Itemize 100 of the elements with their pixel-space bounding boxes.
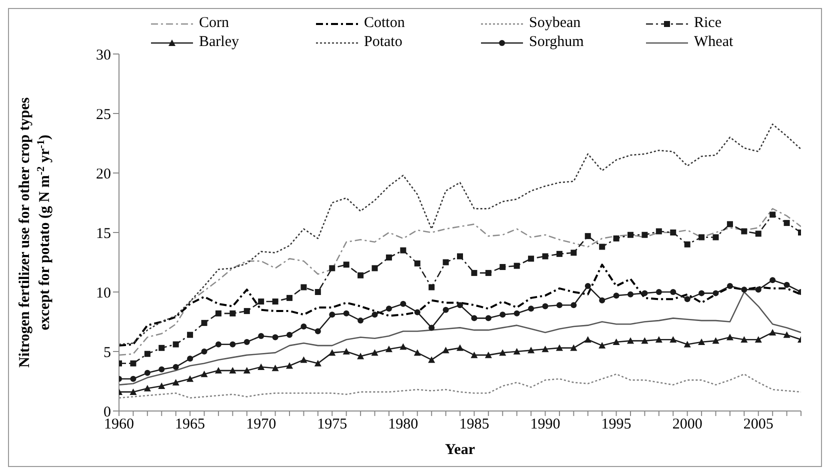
point <box>528 256 534 262</box>
x-tick-label: 1960 <box>104 416 134 433</box>
point <box>200 370 208 378</box>
point <box>726 283 733 290</box>
point <box>584 283 591 290</box>
point <box>784 282 790 288</box>
point <box>358 318 364 324</box>
point <box>656 289 662 295</box>
point <box>414 260 420 266</box>
point <box>442 346 450 354</box>
x-tick-label: 1980 <box>388 416 418 433</box>
point <box>187 332 194 338</box>
point <box>314 289 321 295</box>
x-tick-label: 1995 <box>601 416 632 433</box>
point <box>485 270 492 276</box>
point <box>584 233 591 240</box>
x-tick-label: 2005 <box>743 416 774 433</box>
legend-label: Cotton <box>364 15 405 32</box>
point <box>214 367 222 374</box>
point <box>641 337 648 344</box>
point <box>286 332 292 338</box>
point <box>300 324 307 330</box>
point <box>514 310 520 316</box>
point <box>655 336 662 343</box>
point <box>158 344 165 351</box>
point <box>243 367 250 374</box>
y-tick-label: 10 <box>96 285 111 302</box>
y-tick-label: 15 <box>96 226 111 242</box>
point <box>400 247 406 254</box>
legend-label: Soybean <box>529 15 581 32</box>
point <box>230 341 236 348</box>
point <box>500 312 506 318</box>
point <box>172 364 179 370</box>
point <box>314 328 321 334</box>
point <box>201 320 208 326</box>
point <box>484 352 492 358</box>
legend-label: Sorghum <box>529 34 584 51</box>
point <box>670 230 676 236</box>
point <box>684 340 691 348</box>
point <box>584 336 592 343</box>
point <box>712 234 719 240</box>
point <box>628 291 634 298</box>
x-axis-title: Year <box>445 442 476 458</box>
point <box>698 234 705 240</box>
y-tick-label: 25 <box>96 106 111 123</box>
point <box>172 378 180 386</box>
point <box>556 302 562 308</box>
point <box>158 366 165 372</box>
point <box>244 338 250 345</box>
point <box>258 298 264 305</box>
point <box>329 312 336 318</box>
point <box>570 250 577 256</box>
point <box>456 344 464 351</box>
point <box>400 300 406 307</box>
point <box>130 388 137 395</box>
point <box>442 306 449 313</box>
point <box>457 253 463 260</box>
point <box>428 324 435 331</box>
point <box>144 384 151 392</box>
point <box>471 315 478 322</box>
point <box>386 306 392 312</box>
legend-label: Wheat <box>694 34 734 51</box>
point <box>741 286 748 293</box>
point <box>358 272 364 278</box>
point <box>272 364 279 372</box>
point <box>442 259 449 266</box>
point <box>513 348 520 354</box>
point <box>471 270 478 276</box>
point <box>627 337 634 344</box>
point <box>343 310 350 316</box>
point <box>342 348 350 354</box>
point <box>542 303 548 310</box>
point <box>230 310 236 316</box>
point <box>328 349 336 356</box>
x-tick-label: 1985 <box>459 416 490 433</box>
point <box>556 344 563 351</box>
point <box>244 308 250 314</box>
point <box>598 342 606 349</box>
point <box>613 235 620 242</box>
point <box>499 349 506 356</box>
point <box>286 362 293 369</box>
point <box>258 333 264 340</box>
point <box>642 290 648 296</box>
x-tick-label: 1965 <box>175 416 206 433</box>
point <box>329 265 336 272</box>
point <box>599 244 606 250</box>
point <box>272 298 278 305</box>
point <box>186 375 194 382</box>
point <box>684 241 690 248</box>
point <box>130 360 136 366</box>
point <box>528 346 535 354</box>
point <box>741 228 748 234</box>
point <box>144 370 150 376</box>
point <box>783 331 790 338</box>
point <box>656 228 662 234</box>
point <box>712 337 720 344</box>
point <box>542 253 548 260</box>
point <box>612 338 620 345</box>
point <box>770 277 776 284</box>
point <box>428 356 436 363</box>
